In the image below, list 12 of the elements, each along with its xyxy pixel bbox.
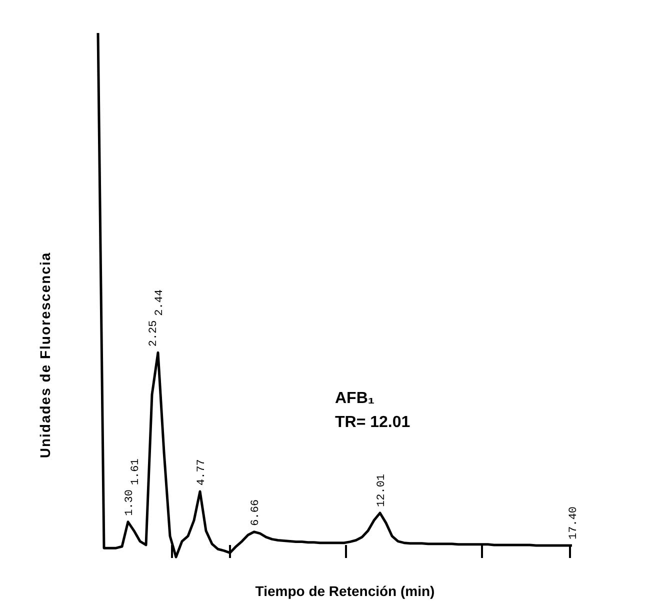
annotation: AFB₁	[335, 390, 375, 407]
annotation: 2.25	[148, 320, 160, 347]
annotation: 4.77	[196, 459, 208, 486]
y-axis-title: Unidades de Fluorescencia	[37, 252, 53, 458]
x-axis-title: Tiempo de Retención (min)	[255, 583, 435, 599]
annotation: TR= 12.01	[335, 414, 410, 431]
annotation: 6.66	[250, 499, 262, 526]
annotation: 1.30	[124, 489, 136, 516]
annotation: 1.61	[130, 458, 142, 486]
annotation: 17.40	[568, 506, 580, 540]
annotation: 12.01	[376, 474, 388, 507]
annotation: 2.44	[154, 289, 166, 316]
